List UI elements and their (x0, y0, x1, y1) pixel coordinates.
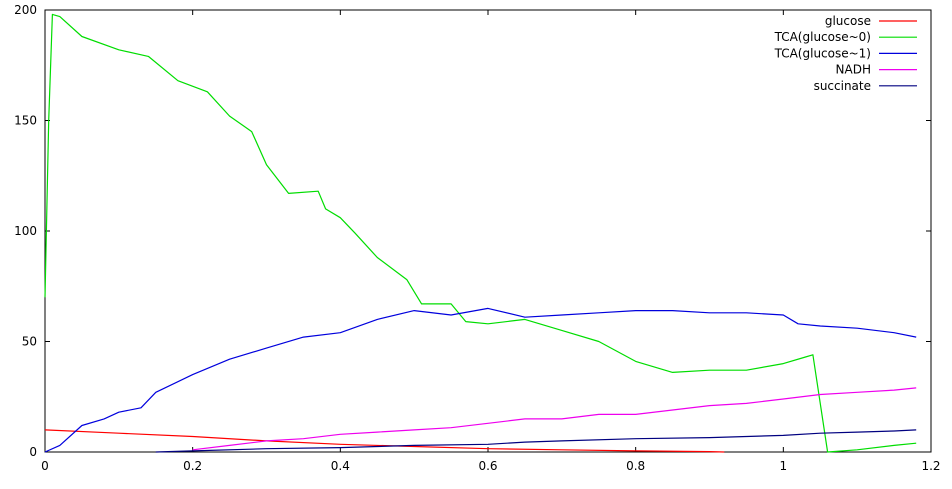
x-tick-label: 0.4 (331, 459, 350, 473)
y-tick-label: 50 (22, 335, 37, 349)
x-tick-label: 0.6 (478, 459, 497, 473)
series-line-glucose (44, 429, 725, 453)
legend-label: TCA(glucose~0) (774, 30, 871, 44)
plot-frame (44, 9, 932, 453)
y-tick-label: 150 (14, 114, 37, 128)
legend-label: glucose (825, 14, 871, 28)
series-line-nadh (192, 387, 917, 451)
y-tick-label: 200 (14, 3, 37, 17)
legend-label: succinate (814, 79, 871, 93)
y-tick-label: 0 (29, 445, 37, 459)
legend-label: NADH (836, 63, 871, 77)
x-tick-label: 0 (41, 459, 49, 473)
series-line-tca-glucose-1 (44, 307, 917, 453)
legend-label: TCA(glucose~1) (774, 46, 871, 60)
series-line-succinate (155, 429, 917, 453)
y-tick-label: 100 (14, 224, 37, 238)
series-line-tca-glucose-0 (44, 13, 917, 453)
x-tick-label: 1.2 (921, 459, 940, 473)
x-tick-label: 0.2 (183, 459, 202, 473)
x-tick-label: 0.8 (626, 459, 645, 473)
x-tick-label: 1 (780, 459, 788, 473)
